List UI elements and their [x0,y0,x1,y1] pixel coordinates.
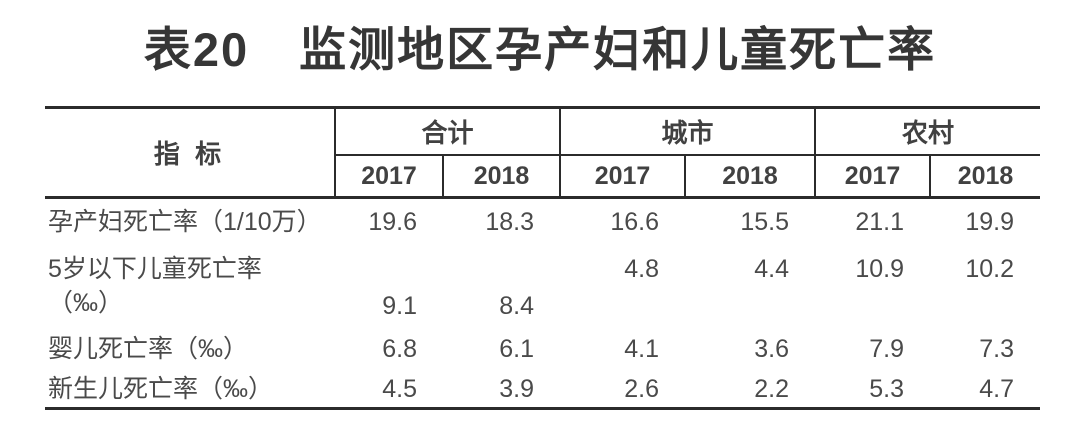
cell-rural-2017: 5.3 [815,371,931,411]
cell-total-2017: 19.6 [368,207,417,236]
cell-rural-2018: 10.2 [965,255,1015,284]
col-header-urban-2017: 2017 [559,155,686,200]
row-label-line: 新生儿死亡率（‰） [48,375,274,404]
cell-urban-2017: 4.8 [624,255,660,284]
cell-urban-2017: 4.1 [624,334,660,363]
row-label: 5岁以下儿童死亡率 （‰） [45,245,335,327]
cell-rural-2017: 21.1 [855,207,905,236]
cell-urban-2018: 4.4 [754,255,790,284]
document-page: 表20 监测地区孕产妇和儿童死亡率 指 标 合计 城市 农村 2017 2018… [0,18,1080,448]
table-row-maternal-mortality: 孕产妇死亡率（1/10万） 19.6 18.3 16.6 15.5 21.1 1… [45,198,1040,246]
header-row-years: 2017 2018 2017 2018 2017 2018 [45,155,1041,200]
col-header-total-2017: 2017 [334,155,443,200]
cell-urban-2018: 2.2 [685,371,816,411]
header-row-groups: 指 标 合计 城市 农村 [45,106,1041,200]
col-header-rural-2018: 2018 [929,155,1041,200]
table-row-under5-mortality: 5岁以下儿童死亡率 （‰） 9.1 8.4 4.8 4.4 10.9 10.2 [45,245,1040,327]
mortality-table: 指 标 合计 城市 农村 2017 2018 2017 2018 2017 20… [45,106,1041,411]
cell-rural-2017: 7.9 [869,334,905,363]
col-header-urban-2018: 2018 [684,155,816,200]
cell-urban-2018: 15.5 [740,207,790,236]
row-label: 新生儿死亡率（‰） [45,371,335,411]
cell-rural-2017: 10.9 [855,255,905,284]
cell-rural-2018: 7.3 [979,334,1015,363]
cell-rural-2018: 19.9 [965,207,1015,236]
col-header-total-2018: 2018 [441,155,561,200]
row-label-line: （‰） [48,289,124,318]
cell-total-2017: 4.5 [335,371,443,411]
row-label-line: 婴儿死亡率（‰） [48,335,249,364]
cell-total-2018: 3.9 [443,371,561,411]
table-row-neonatal-mortality: 新生儿死亡率（‰） 4.5 3.9 2.6 2.2 5.3 4.7 [45,371,1041,411]
cell-urban-2018: 3.6 [754,334,790,363]
row-label: 婴儿死亡率（‰） [45,327,335,371]
cell-total-2018: 8.4 [499,292,535,321]
cell-total-2018: 18.3 [485,207,535,236]
col-group-total: 合计 [335,106,561,157]
row-label-line: 孕产妇死亡率（1/10万） [48,208,322,237]
table-number: 表20 [143,23,250,76]
col-group-urban: 城市 [559,106,816,157]
row-label-line: 5岁以下儿童死亡率 [48,255,262,284]
col-group-rural: 农村 [814,106,1041,157]
cell-total-2018: 6.1 [499,334,535,363]
col-header-rural-2017: 2017 [814,155,931,200]
table-title: 表20 监测地区孕产妇和儿童死亡率 [0,18,1080,81]
cell-rural-2018: 4.7 [930,371,1041,411]
row-label: 孕产妇死亡率（1/10万） [45,198,335,246]
cell-total-2017: 6.8 [382,334,417,363]
cell-total-2017: 9.1 [382,292,417,321]
table-name: 监测地区孕产妇和儿童死亡率 [299,23,937,76]
cell-urban-2017: 2.6 [560,371,686,411]
table-row-infant-mortality: 婴儿死亡率（‰） 6.8 6.1 4.1 3.6 7.9 7.3 [45,327,1040,371]
col-header-indicator: 指 标 [45,106,336,200]
cell-urban-2017: 16.6 [610,207,660,236]
